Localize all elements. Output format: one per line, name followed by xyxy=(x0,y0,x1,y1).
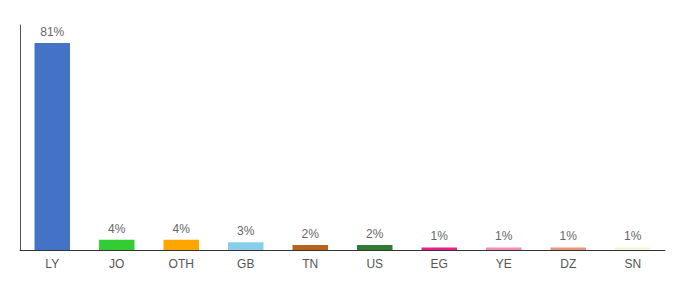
svg-text:TN: TN xyxy=(302,257,318,271)
svg-text:2%: 2% xyxy=(302,227,320,241)
svg-text:2%: 2% xyxy=(366,227,384,241)
svg-text:1%: 1% xyxy=(495,229,513,243)
svg-text:OTH: OTH xyxy=(169,257,194,271)
svg-text:1%: 1% xyxy=(431,229,449,243)
svg-text:US: US xyxy=(366,257,383,271)
svg-text:81%: 81% xyxy=(40,25,64,39)
svg-text:LY: LY xyxy=(45,257,59,271)
svg-text:4%: 4% xyxy=(108,222,126,236)
svg-text:1%: 1% xyxy=(624,229,642,243)
svg-text:4%: 4% xyxy=(173,222,191,236)
svg-text:YE: YE xyxy=(496,257,512,271)
svg-text:SN: SN xyxy=(624,257,641,271)
svg-text:1%: 1% xyxy=(560,229,578,243)
svg-text:3%: 3% xyxy=(237,224,255,238)
svg-text:JO: JO xyxy=(109,257,124,271)
svg-text:DZ: DZ xyxy=(560,257,576,271)
svg-text:EG: EG xyxy=(431,257,448,271)
svg-text:GB: GB xyxy=(237,257,254,271)
